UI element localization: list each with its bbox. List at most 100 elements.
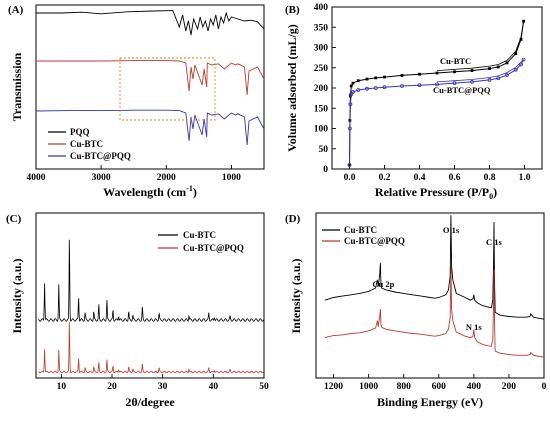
point-cu-btc-pqq bbox=[513, 67, 518, 72]
panel-b-series bbox=[347, 19, 526, 167]
point-cu-btc bbox=[522, 19, 526, 23]
x-tick-label-1000: 1000 bbox=[222, 173, 241, 183]
panel-d-label: (D) bbox=[285, 213, 301, 225]
point-cu-btc-pqq bbox=[400, 84, 404, 88]
annotation-n-1s: N 1s bbox=[466, 322, 483, 332]
panel-a-legend: PQQ Cu-BTC Cu-BTC@PQQ bbox=[48, 127, 131, 161]
panel-c-x-ticks: 10 20 30 40 50 bbox=[57, 374, 269, 392]
x-tick-label-0: 0 bbox=[542, 382, 547, 392]
x-tick-label-40: 40 bbox=[209, 382, 219, 392]
point-cu-btc-pqq bbox=[452, 81, 457, 86]
panel-a-highlight-box bbox=[119, 57, 216, 121]
point-cu-btc-pqq bbox=[347, 163, 352, 167]
x-tick-label-800: 800 bbox=[397, 382, 412, 392]
y-tick-label-50: 50 bbox=[319, 145, 329, 155]
legend-pqq: PQQ bbox=[70, 127, 90, 137]
x-tick-label-50: 50 bbox=[259, 382, 269, 392]
point-cu-btc bbox=[383, 75, 386, 79]
series-cu-btc bbox=[36, 60, 265, 96]
y-tick-label-0: 0 bbox=[323, 165, 328, 175]
legend-cu-btc: Cu-BTC bbox=[183, 230, 216, 240]
point-cu-btc bbox=[351, 81, 355, 85]
y-tick-label-350: 350 bbox=[314, 23, 329, 33]
x-tick-label-30: 30 bbox=[158, 382, 168, 392]
x-tick-label-0.0: 0.0 bbox=[344, 173, 356, 183]
legend-cu-btc: Cu-BTC bbox=[70, 139, 103, 149]
point-cu-btc bbox=[356, 79, 360, 83]
point-cu-btc-pqq bbox=[347, 126, 352, 131]
panel-d-x-ticks: 1200 1000 800 600 400 200 0 bbox=[324, 374, 547, 392]
point-cu-btc bbox=[348, 94, 352, 98]
point-cu-btc-pqq bbox=[505, 73, 509, 77]
series-cu-btc-pqq bbox=[38, 322, 265, 374]
point-cu-btc-pqq bbox=[487, 78, 492, 82]
point-cu-btc-pqq bbox=[496, 76, 501, 81]
point-cu-btc-pqq bbox=[470, 80, 474, 84]
x-tick-label-600: 600 bbox=[432, 382, 447, 392]
panel-c-frame bbox=[35, 212, 265, 379]
panel-a-x-ticks: 4000 3000 2000 1000 bbox=[27, 165, 241, 183]
y-tick-label-400: 400 bbox=[314, 3, 329, 13]
x-tick-label-1000: 1000 bbox=[359, 382, 378, 392]
x-tick-label-2000: 2000 bbox=[157, 173, 176, 183]
point-cu-btc-pqq bbox=[348, 102, 353, 107]
series-cu-btc-pqq bbox=[35, 109, 265, 146]
x-tick-label-0.6: 0.6 bbox=[449, 173, 461, 183]
panel-c-label: (C) bbox=[6, 213, 22, 225]
panel-d-series bbox=[324, 215, 545, 358]
point-cu-btc-pqq bbox=[365, 86, 369, 91]
x-tick-label-400: 400 bbox=[467, 382, 482, 392]
point-cu-btc bbox=[435, 71, 439, 75]
x-tick-label-20: 20 bbox=[107, 382, 117, 392]
annotation-cu-2p: Cu 2p bbox=[372, 279, 394, 289]
panel-c: (C) 10 20 30 40 50 Cu-BTC Cu-BTC@PQQ Intensi… bbox=[6, 212, 269, 409]
panel-a-series bbox=[35, 10, 265, 146]
panel-d-legend: Cu-BTC Cu-BTC@PQQ bbox=[322, 225, 405, 246]
panel-b-ticks: 0.0 0.2 0.4 0.6 0.8 1.0 0 50 100 150 200 250 300 350 4… bbox=[314, 3, 531, 183]
y-tick-label-100: 100 bbox=[314, 125, 329, 135]
x-tick-label-0.2: 0.2 bbox=[379, 173, 391, 183]
point-cu-btc-pqq bbox=[435, 82, 439, 87]
panel-b-annotation-cu-btc: Cu-BTC bbox=[440, 56, 471, 66]
point-cu-btc-pqq bbox=[519, 62, 523, 67]
point-cu-btc-pqq bbox=[521, 57, 526, 62]
series-cu-btc bbox=[324, 215, 545, 320]
panel-b-label: (B) bbox=[285, 4, 300, 16]
point-cu-btc bbox=[418, 72, 421, 76]
point-cu-btc bbox=[374, 76, 378, 80]
series-cu-btc bbox=[38, 239, 265, 322]
x-tick-label-200: 200 bbox=[502, 382, 517, 392]
annotation-o-1s: O 1s bbox=[443, 225, 460, 235]
x-tick-label-1.0: 1.0 bbox=[519, 173, 531, 183]
y-tick-label-250: 250 bbox=[314, 64, 329, 74]
panel-a-xlabel: Wavelength (cm-1) bbox=[103, 184, 197, 199]
series-cu-btc-desorption bbox=[436, 21, 524, 71]
panel-d-xlabel: Binding Energy (eV) bbox=[377, 395, 483, 409]
point-cu-btc bbox=[453, 70, 456, 74]
panel-c-legend: Cu-BTC Cu-BTC@PQQ bbox=[158, 230, 244, 253]
legend-cu-btc: Cu-BTC bbox=[344, 225, 377, 235]
panel-d-annotations: O 1s Cu 2p N 1s C 1s bbox=[372, 225, 502, 332]
x-tick-label-1200: 1200 bbox=[324, 382, 343, 392]
point-cu-btc bbox=[496, 65, 500, 69]
point-cu-btc-pqq bbox=[351, 90, 355, 94]
panel-a-ylabel: Transmission bbox=[10, 52, 24, 121]
series-pqq bbox=[36, 10, 265, 36]
point-cu-btc bbox=[470, 69, 474, 72]
x-tick-label-3000: 3000 bbox=[92, 173, 111, 183]
point-cu-btc bbox=[400, 74, 404, 77]
panel-c-series bbox=[38, 239, 265, 374]
point-cu-btc-pqq bbox=[356, 88, 361, 92]
point-cu-btc bbox=[348, 163, 351, 167]
x-tick-label-10: 10 bbox=[57, 382, 67, 392]
y-tick-label-150: 150 bbox=[314, 104, 329, 114]
panel-d-ylabel: Intensity (a.u.) bbox=[289, 258, 303, 333]
series-cu-btc-pqq bbox=[349, 59, 525, 165]
y-tick-label-200: 200 bbox=[314, 84, 329, 94]
legend-cu-btc-pqq: Cu-BTC@PQQ bbox=[70, 151, 131, 161]
point-cu-btc bbox=[519, 38, 523, 41]
panel-a: (A) 4000 3000 2000 1000 PQQ Cu-BTC Cu-BTC@P… bbox=[8, 4, 265, 199]
panel-b: (B) 0.0 0.2 0.4 0.6 0.8 1.0 0 50 100 150 200 250 300… bbox=[285, 3, 543, 201]
point-cu-btc bbox=[365, 77, 369, 81]
